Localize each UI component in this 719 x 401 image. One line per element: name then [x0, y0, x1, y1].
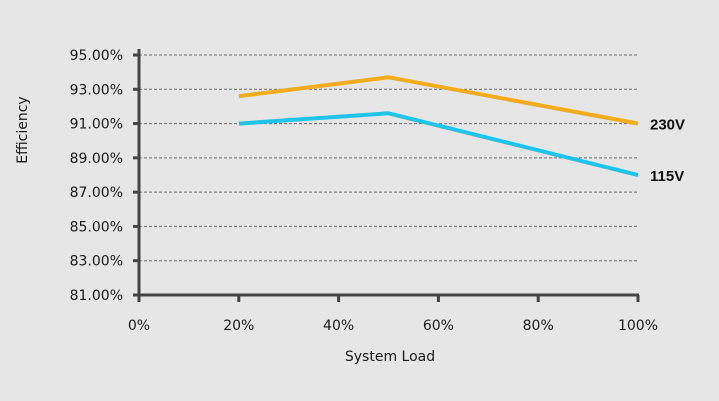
- x-tick-label: 40%: [323, 318, 354, 334]
- series-label-230V: 230V: [650, 117, 685, 134]
- y-axis-title: Efficiency: [15, 96, 31, 163]
- y-tick-label: 85.00%: [70, 219, 123, 235]
- x-tick-label: 60%: [423, 318, 454, 334]
- series-line-115V: [238, 111, 639, 177]
- x-tick-label: 20%: [223, 318, 254, 334]
- series-label-115V: 115V: [650, 168, 684, 185]
- y-tick-label: 93.00%: [70, 82, 123, 98]
- gridlines: [139, 54, 638, 262]
- x-tick-label: 0%: [128, 318, 150, 334]
- y-tick-label: 89.00%: [70, 151, 123, 167]
- y-tick-label: 95.00%: [70, 48, 123, 64]
- axes: [133, 49, 640, 302]
- labels: 81.00% 83.00% 85.00% 87.00% 89.00% 91.00% 93.0…: [70, 48, 685, 334]
- x-tick-label: 80%: [523, 318, 554, 334]
- y-tick-label: 81.00%: [70, 288, 123, 304]
- y-tick-label: 87.00%: [70, 185, 123, 201]
- x-axis-title: System Load: [345, 349, 435, 365]
- y-tick-label: 83.00%: [70, 254, 123, 270]
- series-lines: [238, 75, 639, 177]
- y-tick-label: 91.00%: [70, 117, 123, 133]
- series-line-230V: [238, 75, 639, 126]
- x-tick-label: 100%: [618, 318, 658, 334]
